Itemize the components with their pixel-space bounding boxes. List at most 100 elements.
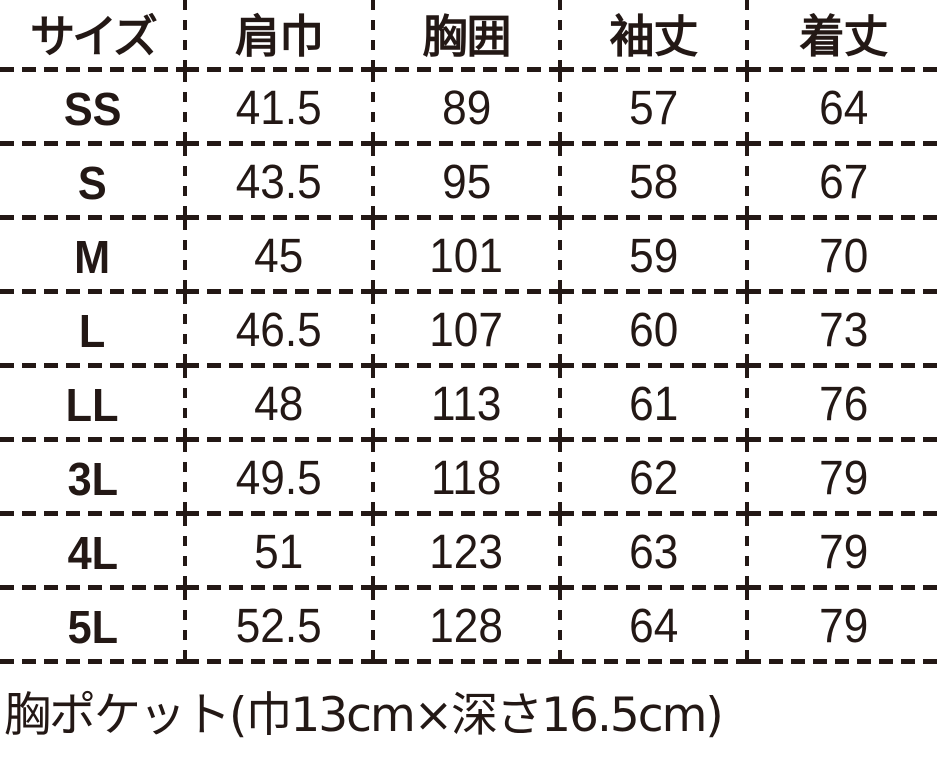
table-row: 4L 51 123 63 79 xyxy=(0,516,940,590)
column-header-chest: 胸囲 xyxy=(371,0,560,72)
column-header-chest-label: 胸囲 xyxy=(422,9,511,63)
chest-value: 123 xyxy=(429,526,504,579)
cell-chest-value: 113 xyxy=(371,368,560,442)
cell-size-value: SS xyxy=(0,72,185,146)
cell-size-value: S xyxy=(0,146,185,220)
garment-length-value: 73 xyxy=(818,304,869,357)
size-value: SS xyxy=(63,83,122,135)
size-value: LL xyxy=(66,379,119,431)
column-header-size: サイズ xyxy=(0,0,185,72)
size-value: 3L xyxy=(67,453,118,505)
cell-shoulder-width-value: 52.5 xyxy=(183,590,373,664)
garment-length-value: 79 xyxy=(818,600,869,653)
size-value: L xyxy=(79,305,106,357)
table-row: S 43.5 95 58 67 xyxy=(0,146,940,220)
chest-value: 89 xyxy=(441,82,492,135)
cell-garment-length-value: 76 xyxy=(745,368,940,442)
table-row: 5L 52.5 128 64 79 xyxy=(0,590,940,664)
cell-shoulder-width-value: 48 xyxy=(183,368,373,442)
shoulder-width-value: 48 xyxy=(254,378,304,431)
garment-length-value: 79 xyxy=(818,452,869,505)
cell-garment-length-value: 79 xyxy=(745,590,940,664)
size-value: 4L xyxy=(67,527,118,579)
cell-sleeve-length-value: 64 xyxy=(558,590,747,664)
size-value: M xyxy=(74,231,111,283)
column-header-sleeve-length: 袖丈 xyxy=(558,0,747,72)
header-row: サイズ 肩巾 胸囲 袖丈 着丈 xyxy=(0,0,940,72)
cell-chest-value: 95 xyxy=(371,146,560,220)
cell-size-value: LL xyxy=(0,368,185,442)
chest-pocket-note: 胸ポケット(巾13cm×深さ16.5cm) xyxy=(4,688,724,743)
sleeve-length-value: 60 xyxy=(628,304,679,357)
garment-length-value: 76 xyxy=(818,378,869,431)
cell-chest-value: 89 xyxy=(371,72,560,146)
chest-value: 118 xyxy=(431,452,502,505)
cell-size-value: 4L xyxy=(0,516,185,590)
column-header-size-label: サイズ xyxy=(30,9,158,63)
size-specification-table: サイズ 肩巾 胸囲 袖丈 着丈 SS 41.5 89 57 64 S 43.5 95 58 67 M… xyxy=(0,0,940,664)
chest-value: 128 xyxy=(429,600,504,653)
cell-garment-length-value: 73 xyxy=(745,294,940,368)
cell-garment-length-value: 70 xyxy=(745,220,940,294)
shoulder-width-value: 49.5 xyxy=(236,452,322,505)
shoulder-width-value: 43.5 xyxy=(236,156,322,209)
cell-chest-value: 107 xyxy=(371,294,560,368)
cell-garment-length-value: 79 xyxy=(745,516,940,590)
cell-sleeve-length-value: 60 xyxy=(558,294,747,368)
table-row: SS 41.5 89 57 64 xyxy=(0,72,940,146)
table-body: SS 41.5 89 57 64 S 43.5 95 58 67 M 45 101 59 70 L 46.5 10… xyxy=(0,72,940,664)
sleeve-length-value: 58 xyxy=(628,156,679,209)
sleeve-length-value: 61 xyxy=(628,378,679,431)
column-header-sleeve-length-label: 袖丈 xyxy=(609,9,698,63)
table-row: 3L 49.5 118 62 79 xyxy=(0,442,940,516)
column-header-garment-length: 着丈 xyxy=(745,0,940,72)
size-value: S xyxy=(78,157,107,209)
cell-chest-value: 123 xyxy=(371,516,560,590)
cell-size-value: L xyxy=(0,294,185,368)
cell-sleeve-length-value: 59 xyxy=(558,220,747,294)
table-header: サイズ 肩巾 胸囲 袖丈 着丈 xyxy=(0,0,940,72)
sleeve-length-value: 59 xyxy=(628,230,679,283)
garment-length-value: 79 xyxy=(818,526,869,579)
chest-value: 95 xyxy=(441,156,492,209)
cell-sleeve-length-value: 62 xyxy=(558,442,747,516)
sleeve-length-value: 57 xyxy=(628,82,679,135)
cell-shoulder-width-value: 45 xyxy=(183,220,373,294)
cell-shoulder-width-value: 51 xyxy=(183,516,373,590)
shoulder-width-value: 41.5 xyxy=(236,82,322,135)
cell-garment-length-value: 67 xyxy=(745,146,940,220)
cell-shoulder-width-value: 43.5 xyxy=(183,146,373,220)
chest-value: 101 xyxy=(429,230,504,283)
shoulder-width-value: 45 xyxy=(254,230,304,283)
garment-length-value: 64 xyxy=(818,82,869,135)
garment-length-value: 67 xyxy=(818,156,869,209)
cell-garment-length-value: 64 xyxy=(745,72,940,146)
chest-value: 113 xyxy=(431,378,502,431)
sleeve-length-value: 62 xyxy=(628,452,679,505)
cell-sleeve-length-value: 61 xyxy=(558,368,747,442)
column-header-garment-length-label: 着丈 xyxy=(799,9,888,63)
size-value: 5L xyxy=(67,601,118,653)
sleeve-length-value: 63 xyxy=(628,526,679,579)
cell-shoulder-width-value: 41.5 xyxy=(183,72,373,146)
cell-shoulder-width-value: 46.5 xyxy=(183,294,373,368)
cell-chest-value: 101 xyxy=(371,220,560,294)
cell-chest-value: 128 xyxy=(371,590,560,664)
cell-sleeve-length-value: 57 xyxy=(558,72,747,146)
shoulder-width-value: 46.5 xyxy=(236,304,322,357)
table-row: L 46.5 107 60 73 xyxy=(0,294,940,368)
chest-value: 107 xyxy=(429,304,504,357)
shoulder-width-value: 52.5 xyxy=(236,600,322,653)
cell-size-value: M xyxy=(0,220,185,294)
cell-sleeve-length-value: 63 xyxy=(558,516,747,590)
cell-size-value: 5L xyxy=(0,590,185,664)
column-header-shoulder-width-label: 肩巾 xyxy=(234,9,324,63)
cell-sleeve-length-value: 58 xyxy=(558,146,747,220)
column-header-shoulder-width: 肩巾 xyxy=(183,0,373,72)
shoulder-width-value: 51 xyxy=(254,526,304,579)
cell-shoulder-width-value: 49.5 xyxy=(183,442,373,516)
table-row: M 45 101 59 70 xyxy=(0,220,940,294)
garment-length-value: 70 xyxy=(818,230,869,283)
sleeve-length-value: 64 xyxy=(628,600,679,653)
